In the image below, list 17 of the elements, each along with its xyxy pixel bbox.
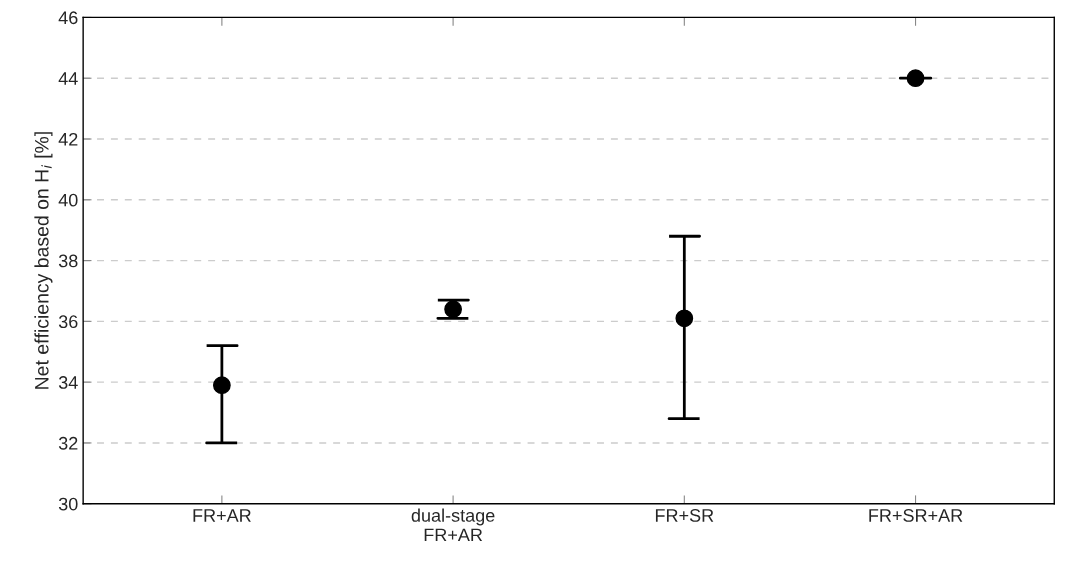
x-tick-label: FR+SR+AR	[869, 509, 963, 522]
y-tick-label: 46	[58, 11, 78, 25]
x-tick-label: FR+AR	[193, 509, 251, 522]
y-tick-label: 36	[58, 315, 78, 329]
point	[906, 69, 925, 88]
y-tick-label: 40	[58, 193, 78, 207]
y-tick-label: 44	[58, 72, 78, 85]
y-tick-label: 32	[58, 436, 78, 450]
point	[213, 376, 231, 395]
y-tick-label: 42	[58, 132, 78, 146]
y-tick-label: 38	[58, 254, 78, 268]
y-tick-label: 30	[58, 497, 78, 511]
y-tick-label: 34	[58, 376, 78, 389]
y-axis-title: Net efficiency based on H$_{i}$ [%]	[34, 132, 53, 389]
x-tick-label: dual-stage FR+AR	[411, 508, 495, 542]
point	[675, 309, 694, 328]
x-tick-label: FR+SR	[655, 509, 714, 522]
